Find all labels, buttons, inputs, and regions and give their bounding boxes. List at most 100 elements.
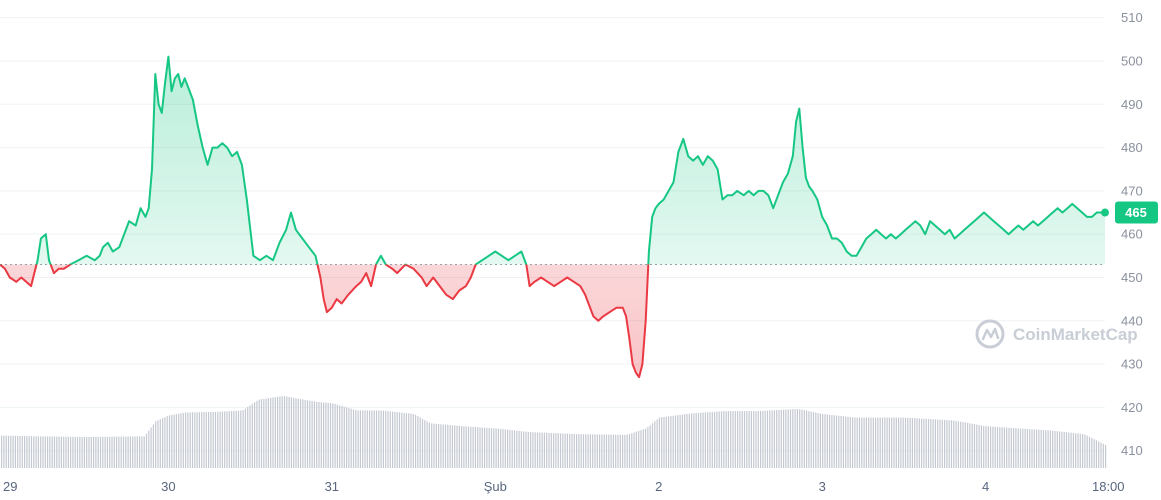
volume-bar bbox=[394, 411, 396, 468]
volume-bar bbox=[520, 431, 522, 468]
volume-bar bbox=[626, 434, 628, 468]
y-tick-label: 450 bbox=[1121, 270, 1143, 285]
volume-bar bbox=[831, 415, 833, 468]
volume-bar bbox=[1008, 427, 1010, 468]
y-tick-label: 420 bbox=[1121, 400, 1143, 415]
volume-bar bbox=[191, 412, 194, 468]
volume-bar bbox=[79, 436, 81, 468]
volume-bar bbox=[527, 431, 529, 468]
volume-bar bbox=[1001, 427, 1003, 468]
volume-bar bbox=[14, 435, 16, 468]
volume-bar bbox=[366, 410, 368, 468]
volume-bar bbox=[90, 436, 92, 468]
volume-bar bbox=[932, 419, 934, 468]
volume-bar bbox=[74, 436, 76, 468]
volume-bar bbox=[440, 424, 442, 468]
volume-bar bbox=[116, 436, 118, 468]
volume-bar bbox=[1036, 429, 1038, 468]
volume-bar bbox=[150, 427, 152, 468]
volume-bar bbox=[967, 422, 969, 468]
volume-bar bbox=[431, 423, 433, 468]
volume-bar bbox=[801, 409, 803, 468]
volume-bar bbox=[1079, 433, 1081, 468]
volume-bar bbox=[725, 411, 727, 468]
volume-bar bbox=[812, 412, 815, 468]
volume-bar bbox=[631, 433, 633, 468]
volume-bar bbox=[562, 433, 564, 468]
volume-bar bbox=[378, 410, 380, 468]
volume-bar bbox=[769, 410, 771, 468]
volume-bar bbox=[304, 399, 306, 468]
current-price-badge-bg bbox=[1115, 201, 1158, 224]
volume-bar bbox=[198, 412, 200, 468]
volume-bar bbox=[564, 433, 566, 468]
volume-bar bbox=[157, 420, 159, 468]
volume-bar bbox=[461, 426, 463, 468]
volume-bar bbox=[316, 401, 318, 468]
volume-bar bbox=[764, 410, 766, 468]
volume-bar bbox=[212, 411, 214, 468]
volume-bar bbox=[375, 410, 378, 468]
volume-bar bbox=[550, 433, 552, 468]
volume-bar bbox=[559, 433, 562, 468]
x-tick-label: 18:00 bbox=[1092, 479, 1125, 494]
volume-bar bbox=[971, 423, 973, 468]
volume-bar bbox=[996, 426, 999, 468]
y-tick-label: 470 bbox=[1121, 183, 1143, 198]
volume-bar bbox=[286, 396, 288, 468]
volume-bar bbox=[1, 435, 3, 468]
current-price-label: 465 bbox=[1125, 205, 1147, 220]
volume-bar bbox=[346, 407, 348, 468]
volume-bar bbox=[773, 410, 775, 468]
volume-bar bbox=[833, 415, 835, 468]
volume-bar bbox=[495, 428, 497, 468]
volume-bar bbox=[842, 416, 844, 468]
volume-bar bbox=[249, 405, 251, 468]
volume-bar bbox=[265, 398, 267, 468]
volume-bar bbox=[185, 412, 187, 468]
volume-bar bbox=[898, 417, 900, 468]
volume-bar bbox=[904, 417, 907, 468]
volume-bar bbox=[44, 436, 46, 468]
volume-bar bbox=[474, 427, 476, 468]
volume-bar bbox=[33, 436, 35, 468]
volume-bar bbox=[1093, 439, 1095, 468]
volume-bar bbox=[58, 436, 60, 468]
last-price-dot bbox=[1101, 208, 1109, 217]
volume-bar bbox=[113, 436, 115, 468]
volume-bar bbox=[944, 419, 946, 468]
volume-bar bbox=[999, 427, 1001, 468]
volume-bar bbox=[750, 411, 752, 468]
volume-bar bbox=[104, 436, 106, 468]
volume-bar bbox=[796, 409, 798, 468]
volume-bar bbox=[1070, 432, 1072, 468]
volume-bar bbox=[780, 409, 782, 468]
volume-bar bbox=[730, 411, 732, 468]
volume-bar bbox=[251, 403, 253, 468]
x-tick-label: 30 bbox=[161, 479, 175, 494]
volume-bar bbox=[870, 417, 872, 468]
volume-bar bbox=[26, 436, 28, 468]
volume-bar bbox=[373, 410, 375, 468]
volume-bar bbox=[555, 433, 557, 468]
volume-bar bbox=[840, 416, 842, 468]
volume-bar bbox=[640, 430, 642, 468]
volume-bar bbox=[727, 411, 729, 468]
volume-bar bbox=[1063, 431, 1065, 468]
volume-bar bbox=[511, 430, 513, 468]
volume-bar bbox=[962, 422, 964, 468]
volume-bar bbox=[93, 436, 95, 468]
volume-bar bbox=[56, 436, 58, 468]
volume-bar bbox=[260, 399, 263, 468]
volume-bar bbox=[594, 434, 596, 468]
volume-bar bbox=[817, 413, 819, 468]
volume-bar bbox=[826, 414, 828, 468]
volume-bar bbox=[985, 426, 987, 468]
volume-bar bbox=[320, 402, 322, 468]
volume-bar bbox=[143, 436, 145, 468]
volume-bar bbox=[916, 418, 918, 468]
volume-bar bbox=[364, 410, 366, 468]
volume-bar bbox=[647, 427, 649, 468]
volume-bar bbox=[939, 419, 941, 468]
